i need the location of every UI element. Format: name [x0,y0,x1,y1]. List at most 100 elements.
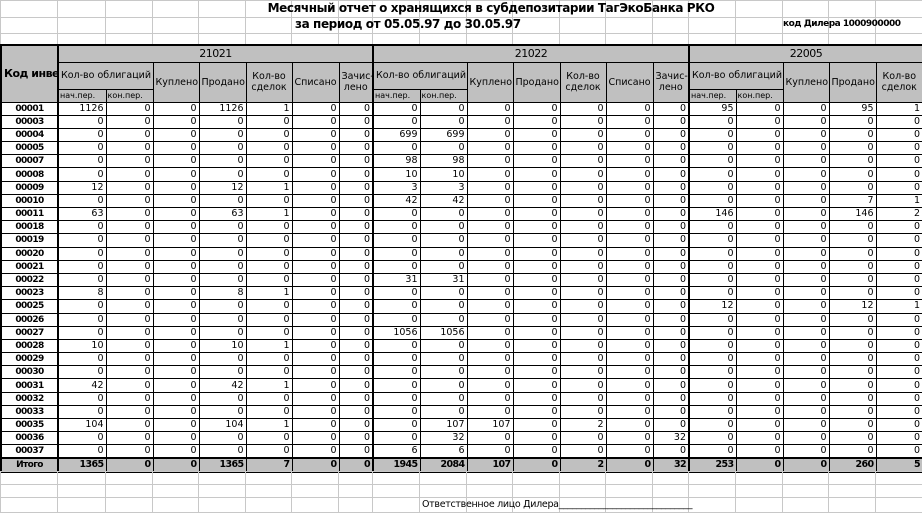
sheet-cell[interactable] [339,498,373,513]
value-cell[interactable]: 0 [58,300,106,313]
value-cell[interactable]: 0 [560,392,606,405]
value-cell[interactable]: 0 [153,155,199,168]
value-cell[interactable]: 0 [292,313,339,326]
value-cell[interactable]: 0 [106,419,153,432]
value-cell[interactable]: 0 [199,273,246,286]
value-cell[interactable]: 0 [829,260,876,273]
sheet-cell[interactable] [373,498,420,513]
value-cell[interactable]: 10 [199,339,246,352]
value-cell[interactable]: 0 [420,142,467,155]
value-cell[interactable]: 0 [106,128,153,141]
investor-code[interactable]: 00031 [1,379,58,392]
value-cell[interactable]: 107 [467,419,513,432]
value-cell[interactable]: 0 [513,379,560,392]
value-cell[interactable]: 0 [153,128,199,141]
value-cell[interactable]: 0 [689,260,736,273]
value-cell[interactable]: 0 [606,273,653,286]
value-cell[interactable]: 0 [246,326,292,339]
value-cell[interactable]: 0 [560,313,606,326]
value-cell[interactable]: 0 [513,445,560,459]
value-cell[interactable]: 0 [829,247,876,260]
value-cell[interactable]: 0 [58,155,106,168]
value-cell[interactable]: 0 [199,260,246,273]
value-cell[interactable]: 0 [153,142,199,155]
sheet-cell[interactable] [783,472,829,485]
value-cell[interactable]: 0 [373,221,420,234]
investor-code[interactable]: 00037 [1,445,58,459]
value-cell[interactable]: 0 [513,208,560,221]
sheet-cell[interactable] [106,485,153,498]
value-cell[interactable]: 0 [560,208,606,221]
value-cell[interactable]: 0 [106,102,153,115]
value-cell[interactable]: 1 [246,102,292,115]
value-cell[interactable]: 0 [106,405,153,418]
value-cell[interactable]: 0 [783,155,829,168]
value-cell[interactable]: 0 [689,155,736,168]
value-cell[interactable]: 0 [153,102,199,115]
value-cell[interactable]: 0 [420,287,467,300]
value-cell[interactable]: 0 [829,313,876,326]
value-cell[interactable]: 0 [339,392,373,405]
value-cell[interactable]: 0 [653,181,689,194]
value-cell[interactable]: 0 [373,142,420,155]
value-cell[interactable]: 0 [246,273,292,286]
value-cell[interactable]: 0 [467,392,513,405]
value-cell[interactable]: 0 [420,366,467,379]
value-cell[interactable]: 0 [513,155,560,168]
value-cell[interactable]: 0 [420,313,467,326]
value-cell[interactable]: 1126 [199,102,246,115]
sheet-cell[interactable] [153,485,199,498]
value-cell[interactable]: 0 [653,287,689,300]
investor-code[interactable]: 00009 [1,181,58,194]
value-cell[interactable]: 0 [829,181,876,194]
value-cell[interactable]: 1 [246,419,292,432]
value-cell[interactable]: 0 [783,260,829,273]
investor-code[interactable]: 00036 [1,432,58,445]
value-cell[interactable]: 0 [339,234,373,247]
value-cell[interactable]: 0 [153,379,199,392]
value-cell[interactable]: 0 [829,392,876,405]
value-cell[interactable]: 0 [153,181,199,194]
value-cell[interactable]: 0 [467,102,513,115]
value-cell[interactable]: 0 [560,273,606,286]
value-cell[interactable]: 0 [292,260,339,273]
value-cell[interactable]: 0 [339,142,373,155]
value-cell[interactable]: 0 [689,313,736,326]
value-cell[interactable]: 0 [292,366,339,379]
value-cell[interactable]: 0 [339,300,373,313]
sheet-cell[interactable] [420,34,467,45]
value-cell[interactable]: 0 [420,115,467,128]
sheet-cell[interactable] [829,34,876,45]
value-cell[interactable]: 146 [689,208,736,221]
value-cell[interactable]: 0 [783,273,829,286]
value-cell[interactable]: 0 [58,353,106,366]
value-cell[interactable]: 0 [783,419,829,432]
value-cell[interactable]: 0 [199,313,246,326]
value-cell[interactable]: 0 [339,128,373,141]
value-cell[interactable]: 0 [373,287,420,300]
value-cell[interactable]: 0 [606,432,653,445]
value-cell[interactable]: 0 [606,181,653,194]
value-cell[interactable]: 0 [689,445,736,459]
sheet-cell[interactable] [606,34,653,45]
sheet-cell[interactable] [783,485,829,498]
sheet-cell[interactable] [58,485,106,498]
value-cell[interactable]: 0 [876,142,922,155]
value-cell[interactable]: 63 [199,208,246,221]
value-cell[interactable]: 0 [373,405,420,418]
value-cell[interactable]: 0 [653,208,689,221]
value-cell[interactable]: 0 [829,168,876,181]
value-cell[interactable]: 0 [373,313,420,326]
value-cell[interactable]: 0 [153,366,199,379]
value-cell[interactable]: 0 [246,194,292,207]
value-cell[interactable]: 0 [292,419,339,432]
value-cell[interactable]: 0 [653,115,689,128]
value-cell[interactable]: 0 [199,221,246,234]
investor-code[interactable]: 00029 [1,353,58,366]
value-cell[interactable]: 0 [246,353,292,366]
sheet-cell[interactable] [153,18,199,34]
sheet-cell[interactable] [1,34,58,45]
value-cell[interactable]: 0 [689,405,736,418]
value-cell[interactable]: 0 [689,287,736,300]
value-cell[interactable]: 0 [292,379,339,392]
